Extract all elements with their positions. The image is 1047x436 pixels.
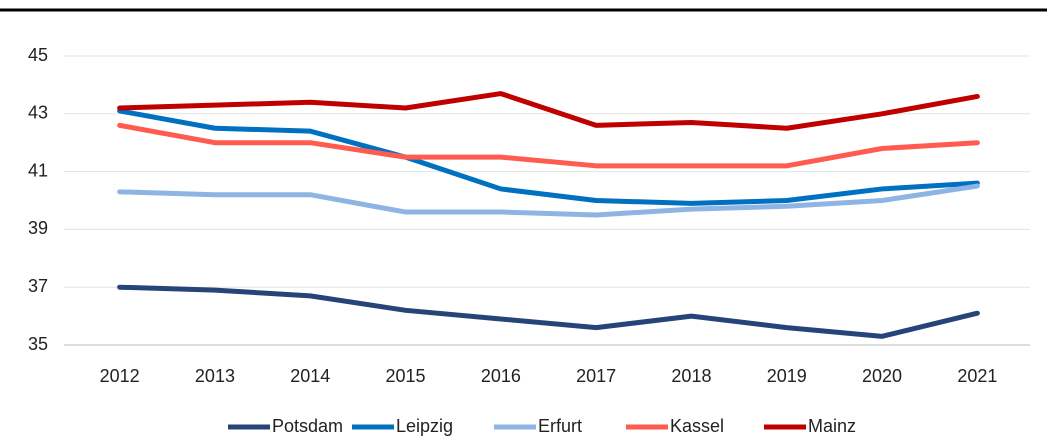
x-tick-label: 2016 xyxy=(481,366,521,386)
legend-label: Kassel xyxy=(670,416,724,436)
y-tick-label: 43 xyxy=(28,103,48,123)
legend-label: Mainz xyxy=(808,416,856,436)
x-tick-label: 2021 xyxy=(957,366,997,386)
y-tick-label: 37 xyxy=(28,276,48,296)
y-tick-label: 35 xyxy=(28,334,48,354)
series-line xyxy=(117,122,980,169)
x-tick-label: 2019 xyxy=(767,366,807,386)
y-tick-label: 39 xyxy=(28,218,48,238)
series-line xyxy=(117,91,980,131)
x-tick-label: 2018 xyxy=(671,366,711,386)
x-tick-label: 2017 xyxy=(576,366,616,386)
series-line xyxy=(117,108,980,206)
x-tick-label: 2014 xyxy=(290,366,330,386)
legend-label: Erfurt xyxy=(538,416,582,436)
x-tick-label: 2013 xyxy=(195,366,235,386)
x-tick-label: 2015 xyxy=(386,366,426,386)
x-tick-label: 2020 xyxy=(862,366,902,386)
y-tick-label: 45 xyxy=(28,45,48,65)
legend-label: Leipzig xyxy=(396,416,453,436)
y-tick-label: 41 xyxy=(28,160,48,180)
legend-label: Potsdam xyxy=(272,416,343,436)
x-tick-label: 2012 xyxy=(100,366,140,386)
series-line xyxy=(117,284,980,339)
series-line xyxy=(117,183,980,218)
